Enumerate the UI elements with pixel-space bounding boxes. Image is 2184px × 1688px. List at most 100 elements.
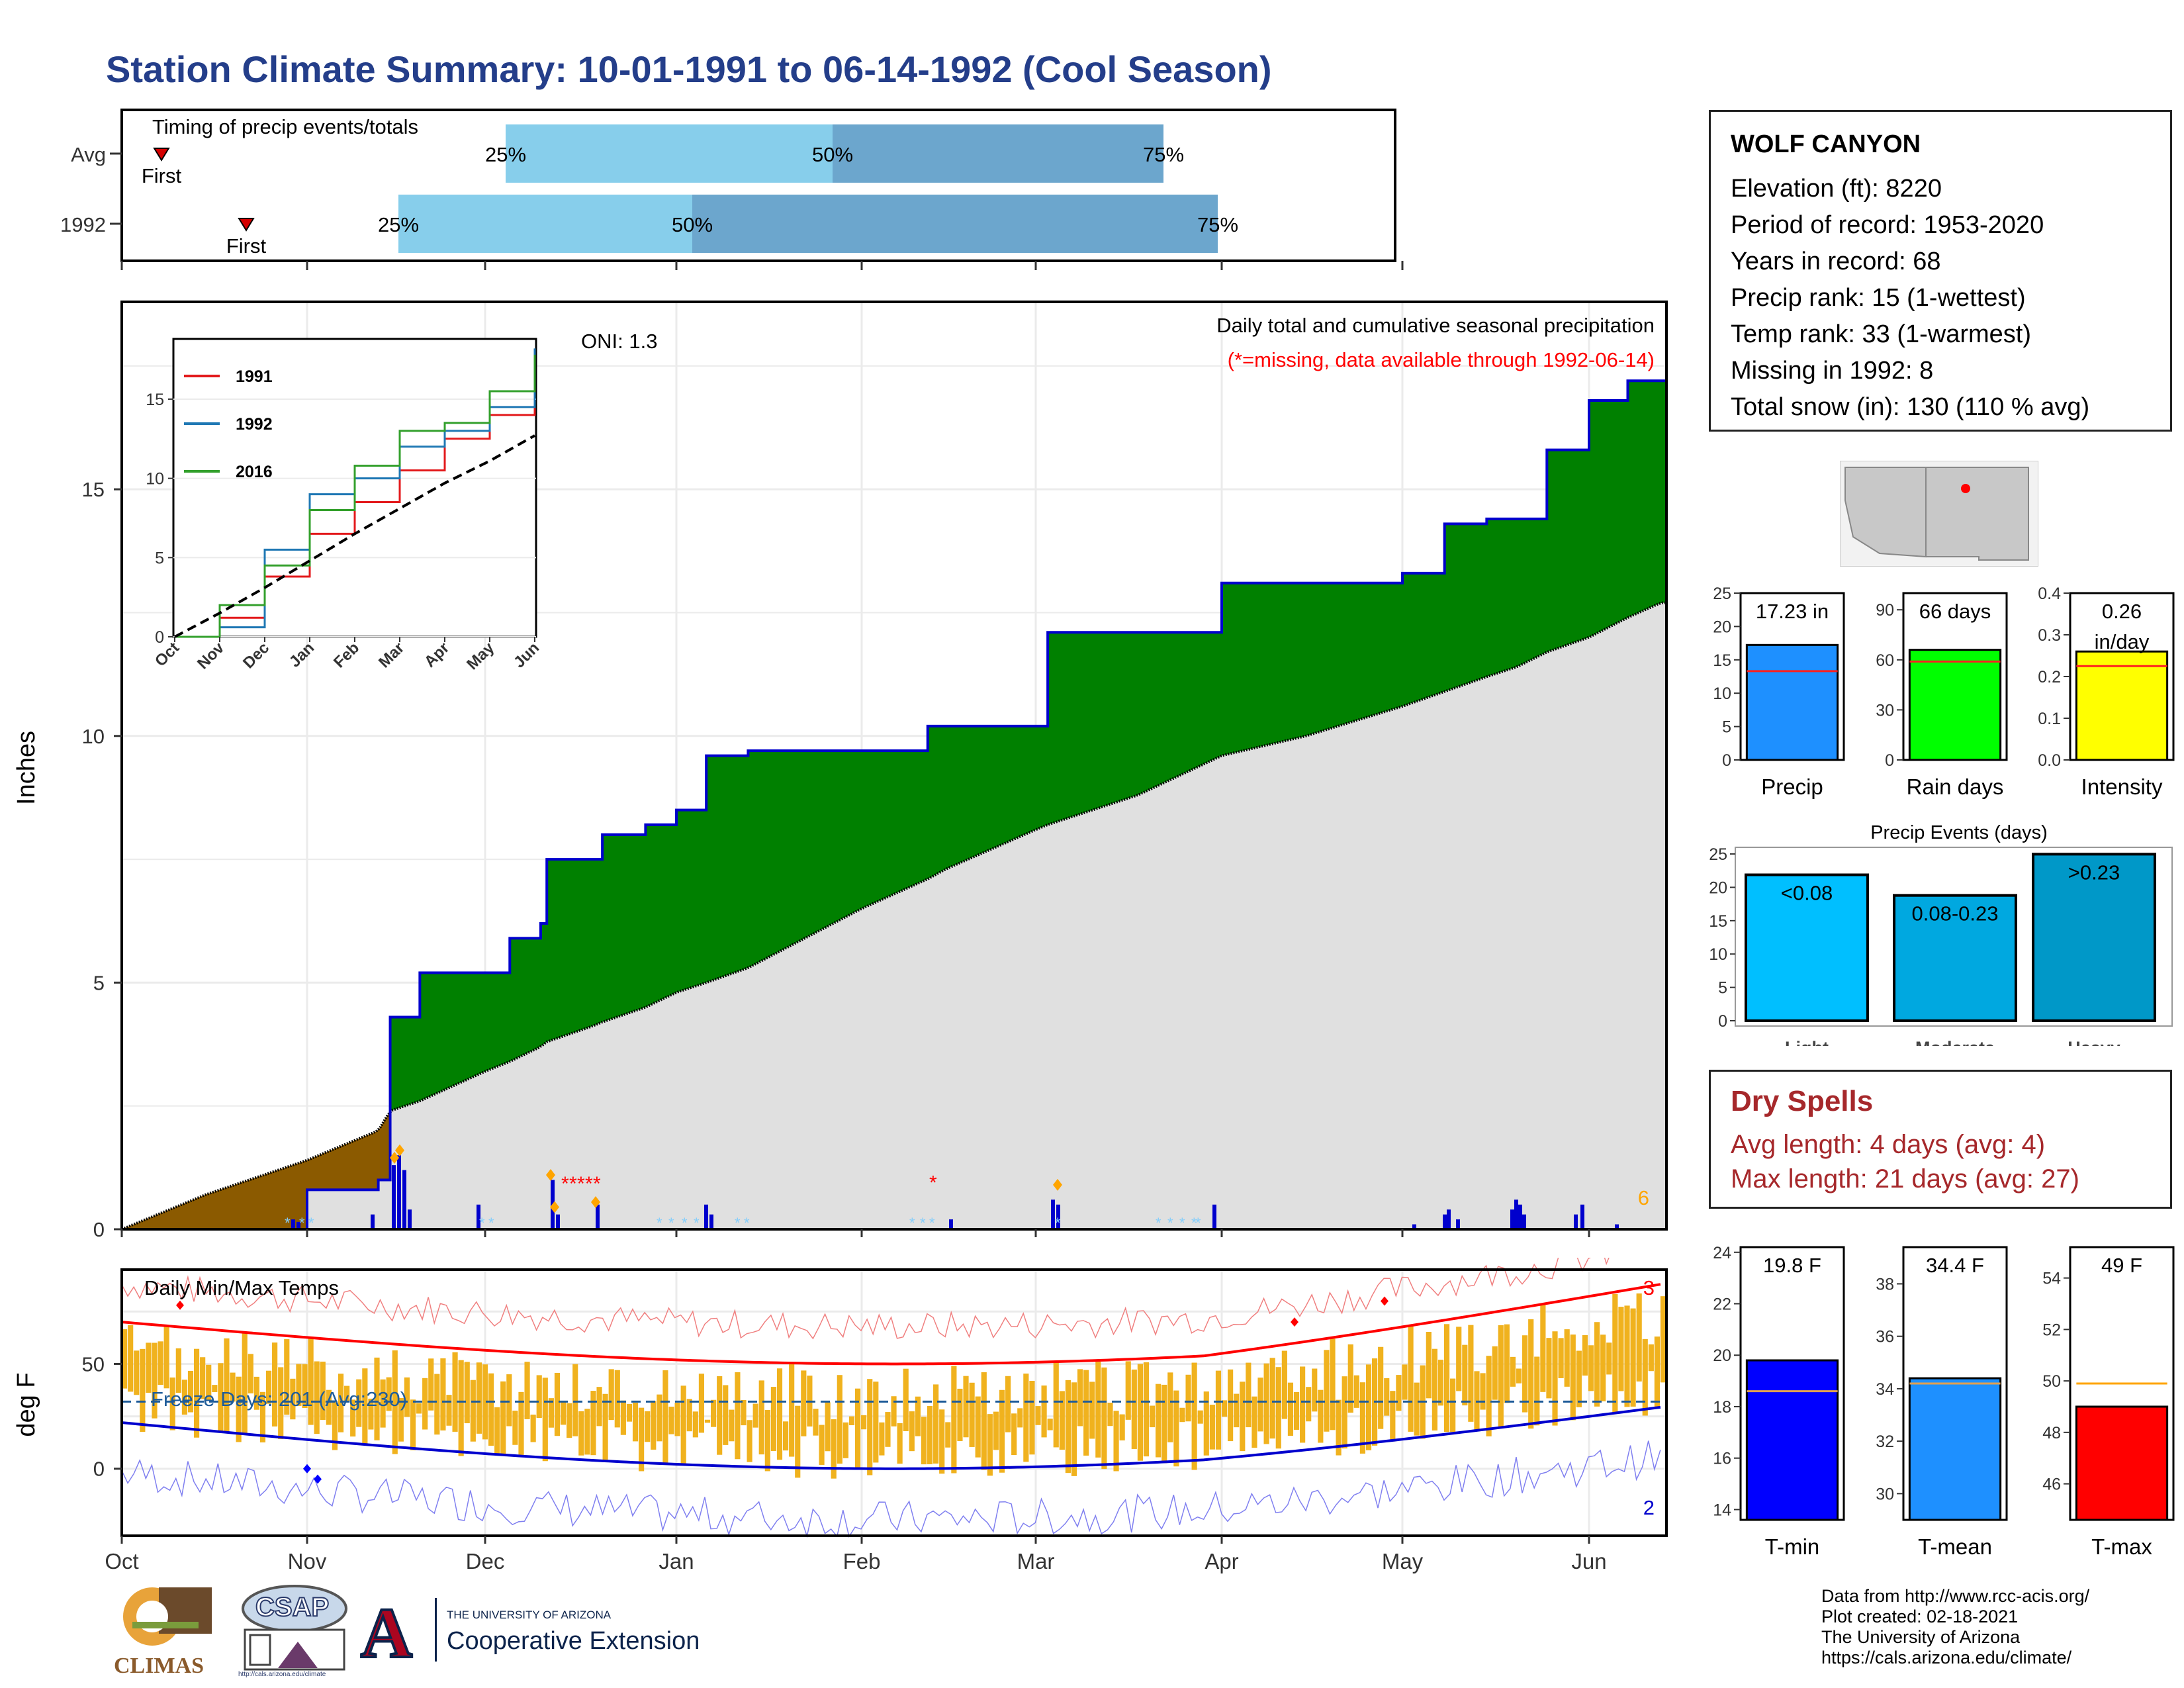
events-bar-moderate [1893, 894, 2017, 1022]
daily-temp-bar [795, 1405, 801, 1478]
daily-temp-bar [1300, 1366, 1306, 1443]
inset-legend-label: 2016 [236, 463, 273, 481]
y-tick-label: 5 [93, 971, 105, 994]
precip-summary-category: Precip [1761, 774, 1823, 799]
record-min-line [121, 1440, 1661, 1538]
daily-temp-bar [879, 1422, 885, 1456]
timing-label: Timing of precip events/totals [152, 115, 418, 138]
intensity-summary-bar [2075, 650, 2169, 761]
daily-temp-bar [1041, 1385, 1047, 1438]
rain-days-summary-bar [1908, 649, 2002, 761]
month-label: Jan [659, 1549, 694, 1573]
daily-precip-bar [1615, 1224, 1619, 1229]
csap-logo[interactable]: CSAP http://cals.arizona.edu/climate [232, 1583, 351, 1683]
daily-temp-bar [1215, 1370, 1222, 1450]
temp-y-label: 50 [82, 1352, 105, 1376]
inset-y-label: 10 [146, 470, 164, 489]
climas-logo[interactable]: CLIMAS [106, 1582, 218, 1681]
daily-temp-bar [1624, 1305, 1630, 1407]
station-elevation: Elevation (ft): 8220 [1731, 175, 1942, 203]
daily-temp-bar [1185, 1374, 1191, 1422]
daily-temp-bar [494, 1407, 500, 1454]
daily-temp-bar [668, 1406, 674, 1434]
daily-temp-bar [1306, 1387, 1312, 1422]
daily-temp-bar [1263, 1363, 1269, 1444]
daily-temp-bar [1137, 1364, 1143, 1461]
daily-temp-bar [506, 1374, 512, 1427]
daily-temp-bar [476, 1362, 482, 1434]
events-y-label: 5 [1718, 979, 1727, 998]
daily-temp-bar [1636, 1293, 1642, 1382]
csap-logo-text: CSAP [255, 1592, 330, 1622]
daily-temp-bar [620, 1400, 626, 1435]
timing-label-75: 75% [1143, 143, 1184, 166]
daily-precip-bar [371, 1214, 375, 1229]
daily-temp-bar [651, 1401, 657, 1450]
daily-temp-bar [440, 1358, 446, 1430]
daily-temp-bar [554, 1372, 561, 1436]
t-mean-summary-y-label: 38 [1876, 1275, 1894, 1293]
daily-temp-bar [662, 1370, 668, 1463]
daily-temp-bar [1612, 1293, 1618, 1413]
daily-temp-bar [945, 1422, 951, 1448]
t-min-summary-y-label: 20 [1713, 1346, 1731, 1365]
daily-temp-bar [488, 1373, 494, 1446]
ua-extension-logo[interactable]: A THE UNIVERSITY OF ARIZONA Cooperative … [359, 1593, 745, 1674]
daily-temp-bar [163, 1326, 169, 1389]
daily-temp-bar [776, 1368, 783, 1460]
daily-temp-bar [1005, 1376, 1011, 1432]
t-mean-summary-category: T-mean [1918, 1534, 1992, 1559]
credit-line-2: Plot created: 02-18-2021 [1821, 1607, 2019, 1626]
y-tick-label: 0 [93, 1218, 105, 1241]
daily-temp-bar [278, 1367, 284, 1439]
daily-temp-bar [1228, 1369, 1234, 1442]
daily-temp-bar [1522, 1335, 1528, 1413]
daily-temp-bar [578, 1411, 584, 1456]
timing-label-50: 50% [812, 143, 853, 166]
daily-temp-bar [987, 1414, 993, 1476]
intensity-summary-y-label: 0.4 [2038, 585, 2061, 603]
daily-temp-bar [392, 1350, 398, 1454]
daily-temp-bar [1023, 1373, 1029, 1462]
inset-y-label: 15 [146, 391, 164, 409]
daily-temp-bar [350, 1399, 356, 1437]
daily-temp-bar [770, 1387, 776, 1451]
daily-precip-bar [296, 1221, 300, 1229]
intensity-summary-value-label: in/day [2095, 630, 2150, 653]
t-min-summary-y-label: 18 [1713, 1398, 1731, 1417]
daily-precip-bar [1447, 1209, 1451, 1229]
record-high-marker [176, 1300, 184, 1310]
record-flag [1053, 1178, 1062, 1191]
record-low-count: 2 [1643, 1496, 1655, 1519]
daily-temp-bar [464, 1362, 470, 1424]
daily-temp-bar [1492, 1346, 1498, 1400]
t-min-summary-y-label: 14 [1713, 1501, 1731, 1519]
precip-frame [120, 301, 1668, 1231]
daily-temp-bar [951, 1366, 957, 1474]
timing-bar-q25-q50 [506, 124, 833, 183]
daily-temp-bar [1426, 1331, 1432, 1399]
events-y-label: 15 [1709, 912, 1727, 931]
inset-series-average [174, 434, 535, 638]
first-event-marker [153, 148, 170, 162]
month-label: Oct [105, 1549, 138, 1573]
month-label: May [1382, 1549, 1424, 1573]
daily-temp-bar [212, 1385, 218, 1392]
daily-temp-bar [1287, 1382, 1294, 1436]
daily-temp-bar [764, 1410, 770, 1472]
t-max-summary-y-label: 54 [2042, 1270, 2061, 1288]
daily-temp-bar [253, 1376, 259, 1410]
daily-temp-bar [175, 1348, 181, 1393]
daily-temp-bar [181, 1380, 187, 1415]
daily-temp-bar [1035, 1406, 1041, 1425]
daily-temp-bar [332, 1401, 338, 1450]
first-event-marker [238, 218, 255, 232]
daily-temp-bar [206, 1364, 212, 1401]
daily-temp-bar [1179, 1407, 1185, 1423]
daily-temp-bar [1125, 1361, 1131, 1420]
daily-temp-bar [861, 1415, 867, 1430]
daily-temp-bar [1059, 1391, 1065, 1450]
daily-temp-bar [1161, 1384, 1167, 1464]
daily-temp-bar [1353, 1375, 1359, 1408]
record-high-marker [1381, 1296, 1388, 1306]
